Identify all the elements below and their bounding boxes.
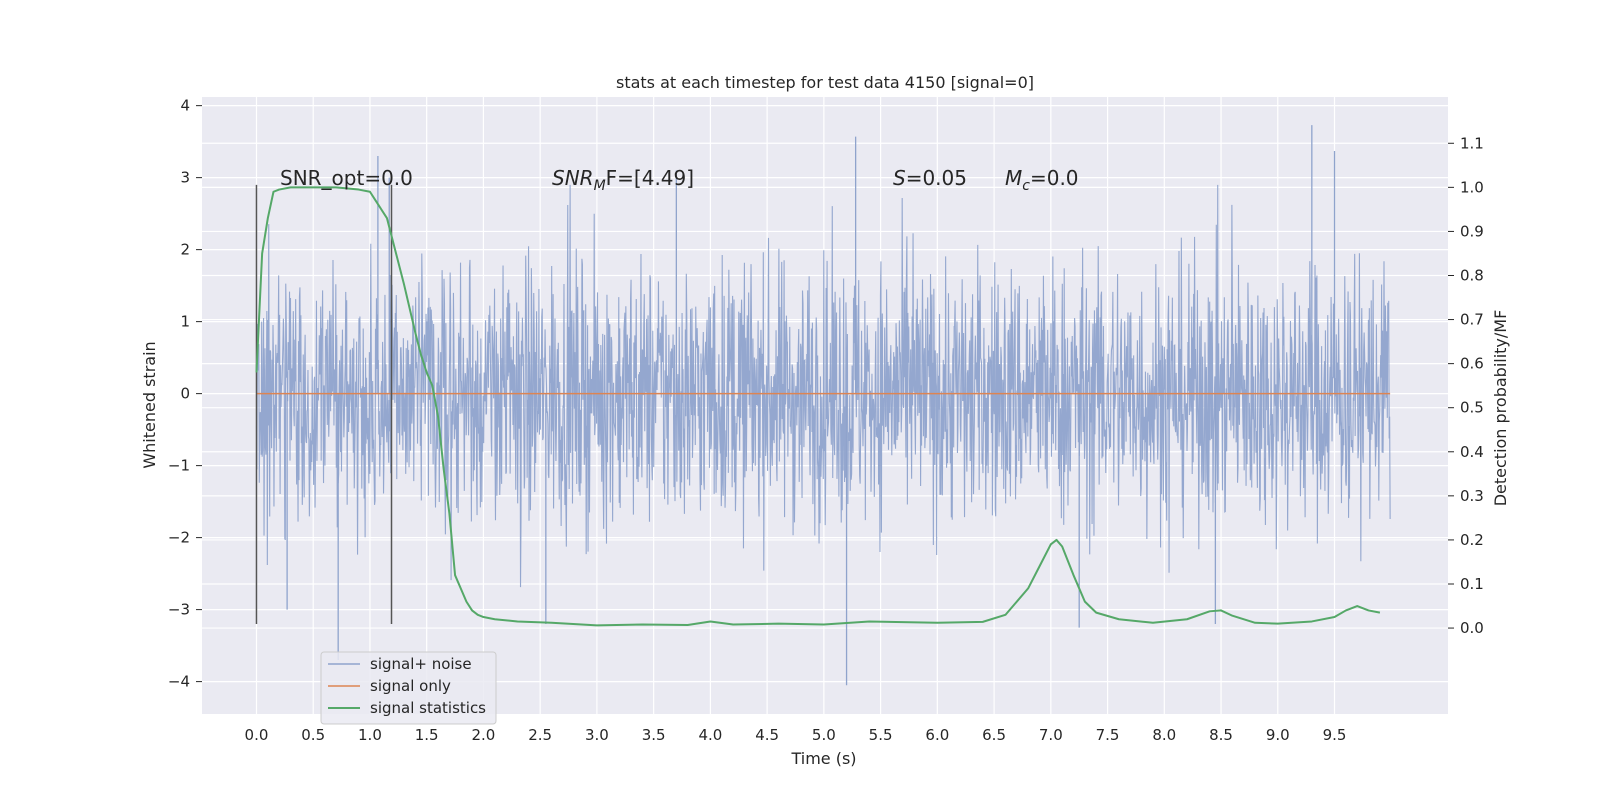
y-tick-label: −4 xyxy=(168,673,190,691)
y2-tick-label: 0.4 xyxy=(1460,443,1484,461)
x-tick-label: 3.0 xyxy=(585,726,609,744)
x-tick-label: 1.5 xyxy=(415,726,439,744)
y-tick-label: 4 xyxy=(180,97,190,115)
annotation-s: S=0.05 xyxy=(893,166,967,190)
y-axis-title: Whitened strain xyxy=(140,341,159,468)
y-tick-label: 1 xyxy=(180,313,190,331)
y-tick-label: −1 xyxy=(168,457,190,475)
x-axis-ticks: 0.0 0.5 1.0 1.5 2.0 2.5 3.0 3.5 4.0 4.5 5.0 5.5 6.0 6… xyxy=(245,726,1347,744)
y2-tick-label: 1.0 xyxy=(1460,178,1484,196)
y-tick-label: −2 xyxy=(168,529,190,547)
x-tick-label: 8.0 xyxy=(1152,726,1176,744)
noise-line xyxy=(255,184,1391,588)
x-tick-label: 7.5 xyxy=(1096,726,1120,744)
y2-tick-label: 0.0 xyxy=(1460,619,1484,637)
annotation-mc-base: M xyxy=(1005,166,1022,190)
legend-label-signal-only: signal only xyxy=(370,677,451,695)
annotation-mc: Mc=0.0 xyxy=(1005,166,1079,194)
annotation-snr-mf-rest: F=[4.49] xyxy=(606,166,694,190)
x-tick-label: 9.0 xyxy=(1266,726,1290,744)
x-tick-label: 7.0 xyxy=(1039,726,1063,744)
annotation-snr-opt: SNR_opt=0.0 xyxy=(280,166,413,190)
series-signal-noise xyxy=(255,125,1391,686)
x-tick-label: 9.5 xyxy=(1323,726,1347,744)
annotation-snr-mf: SNRMF=[4.49] xyxy=(552,166,694,194)
y-tick-label: 3 xyxy=(180,169,190,187)
annotation-snr-mf-sub: M xyxy=(594,178,606,194)
y2-tick-label: 0.3 xyxy=(1460,487,1484,505)
y2-tick-label: 0.5 xyxy=(1460,399,1484,417)
x-tick-label: 2.0 xyxy=(471,726,495,744)
y2-axis-title: Detection probability/MF xyxy=(1491,310,1510,507)
x-tick-label: 5.5 xyxy=(869,726,893,744)
x-tick-label: 5.0 xyxy=(812,726,836,744)
x-tick-label: 0.0 xyxy=(245,726,269,744)
y2-tick-label: 0.9 xyxy=(1460,222,1484,240)
y2-tick-label: 0.6 xyxy=(1460,355,1484,373)
vertical-markers xyxy=(255,184,393,625)
legend-label-signal-statistics: signal statistics xyxy=(370,699,486,717)
y-axis-ticks: 4 3 2 1 0 −1 −2 −3 −4 xyxy=(168,97,202,691)
y-tick-label: 0 xyxy=(180,385,190,403)
y2-tick-label: 0.7 xyxy=(1460,311,1484,329)
x-tick-label: 2.5 xyxy=(528,726,552,744)
chart-title: stats at each timestep for test data 415… xyxy=(616,73,1034,92)
x-tick-label: 4.5 xyxy=(755,726,779,744)
x-tick-label: 3.5 xyxy=(642,726,666,744)
y2-axis-ticks: 1.1 1.0 0.9 0.8 0.7 0.6 0.5 0.4 0.3 0.2 0.1 0.0 xyxy=(1448,134,1484,637)
x-tick-label: 6.0 xyxy=(925,726,949,744)
annotation-s-rest: =0.05 xyxy=(906,166,967,190)
series-signal-statistics xyxy=(255,186,1381,627)
annotation-mc-sub: c xyxy=(1022,178,1030,194)
y-tick-label: 2 xyxy=(180,241,190,259)
x-tick-label: 6.5 xyxy=(982,726,1006,744)
legend: signal+ noise signal only signal statist… xyxy=(320,651,497,725)
x-tick-label: 1.0 xyxy=(358,726,382,744)
y2-tick-label: 0.1 xyxy=(1460,575,1484,593)
x-tick-label: 8.5 xyxy=(1209,726,1233,744)
y2-tick-label: 1.1 xyxy=(1460,134,1484,152)
y2-tick-label: 0.2 xyxy=(1460,531,1484,549)
y2-tick-label: 0.8 xyxy=(1460,266,1484,284)
legend-label-signal-noise: signal+ noise xyxy=(370,655,472,673)
y-tick-label: −3 xyxy=(168,601,190,619)
annotation-s-base: S xyxy=(893,166,906,190)
signal-statistics-line xyxy=(255,186,1381,627)
x-tick-label: 0.5 xyxy=(301,726,325,744)
annotation-snr-mf-base: SNR xyxy=(552,166,594,190)
x-tick-label: 4.0 xyxy=(698,726,722,744)
x-axis-title: Time (s) xyxy=(790,749,856,768)
annotation-mc-rest: =0.0 xyxy=(1030,166,1079,190)
legend-box xyxy=(320,651,497,725)
